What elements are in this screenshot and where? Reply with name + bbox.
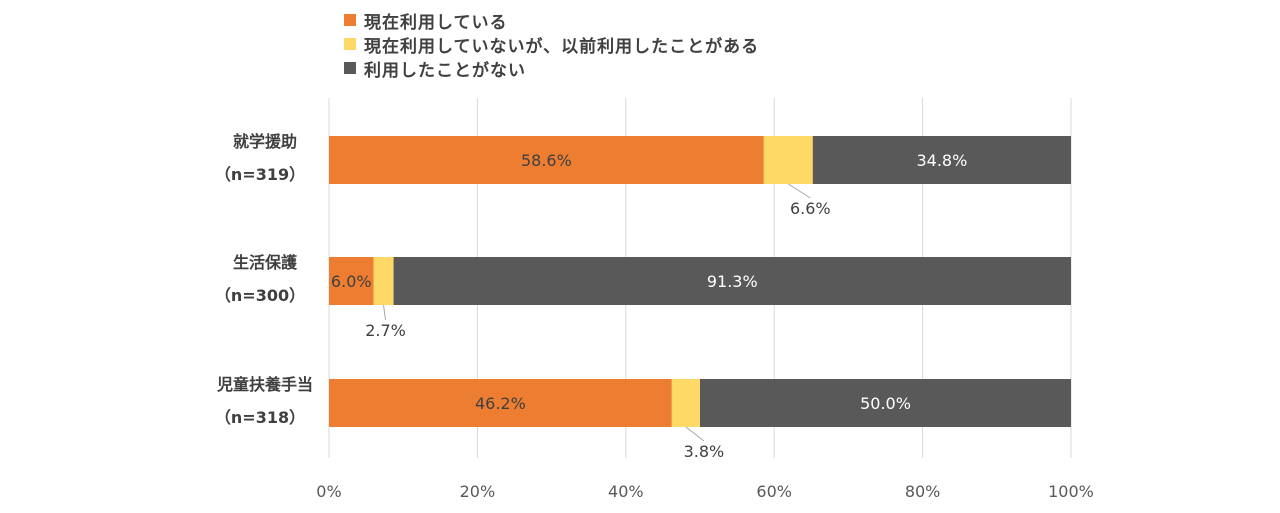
bar-segment [373, 257, 394, 305]
legend-swatch-past [344, 38, 356, 50]
data-label: 50.0% [860, 394, 911, 413]
category-label: 生活保護 [233, 253, 298, 272]
bar-segment [671, 379, 700, 427]
x-tick-label: 60% [756, 482, 792, 501]
data-label: 6.6% [790, 199, 831, 218]
legend-swatch-current [344, 14, 356, 26]
data-label: 58.6% [521, 151, 572, 170]
bar-segment [329, 257, 374, 305]
bar-segment [700, 379, 1071, 427]
legend-item-current: 現在利用している [344, 8, 759, 33]
category-n-label: （n=319） [215, 165, 305, 184]
x-tick-label: 0% [316, 482, 341, 501]
bar-segment [329, 379, 672, 427]
x-tick-label: 100% [1048, 482, 1094, 501]
data-label: 6.0% [331, 272, 372, 291]
bar-segment [329, 136, 764, 184]
data-label: 3.8% [684, 442, 725, 461]
category-n-label: （n=318） [215, 408, 305, 427]
legend: 現在利用している 現在利用していないが、以前利用したことがある 利用したことがな… [344, 8, 760, 81]
data-label-leader [788, 183, 811, 199]
data-label: 2.7% [365, 321, 406, 340]
category-label: 就学援助 [233, 132, 297, 151]
data-label: 91.3% [707, 272, 758, 291]
legend-label-never: 利用したことがない [364, 60, 526, 81]
category-label: 児童扶養手当 [216, 375, 313, 394]
x-tick-label: 80% [905, 482, 941, 501]
category-n-label: （n=300） [215, 286, 305, 305]
data-label-leader [383, 304, 387, 321]
data-label-leader [685, 426, 705, 442]
legend-item-past: 現在利用していないが、以前利用したことがある [344, 32, 760, 57]
x-tick-label: 20% [460, 482, 496, 501]
x-tick-label: 40% [608, 482, 644, 501]
data-label: 46.2% [475, 394, 526, 413]
legend-label-current: 現在利用している [364, 12, 508, 33]
legend-item-never: 利用したことがない [344, 56, 759, 81]
bar-segment [812, 136, 1071, 184]
bar-segment [393, 257, 1072, 305]
data-label: 34.8% [916, 151, 967, 170]
legend-label-past: 現在利用していないが、以前利用したことがある [364, 36, 760, 57]
legend-swatch-never [344, 62, 356, 74]
bar-segment [763, 136, 813, 184]
